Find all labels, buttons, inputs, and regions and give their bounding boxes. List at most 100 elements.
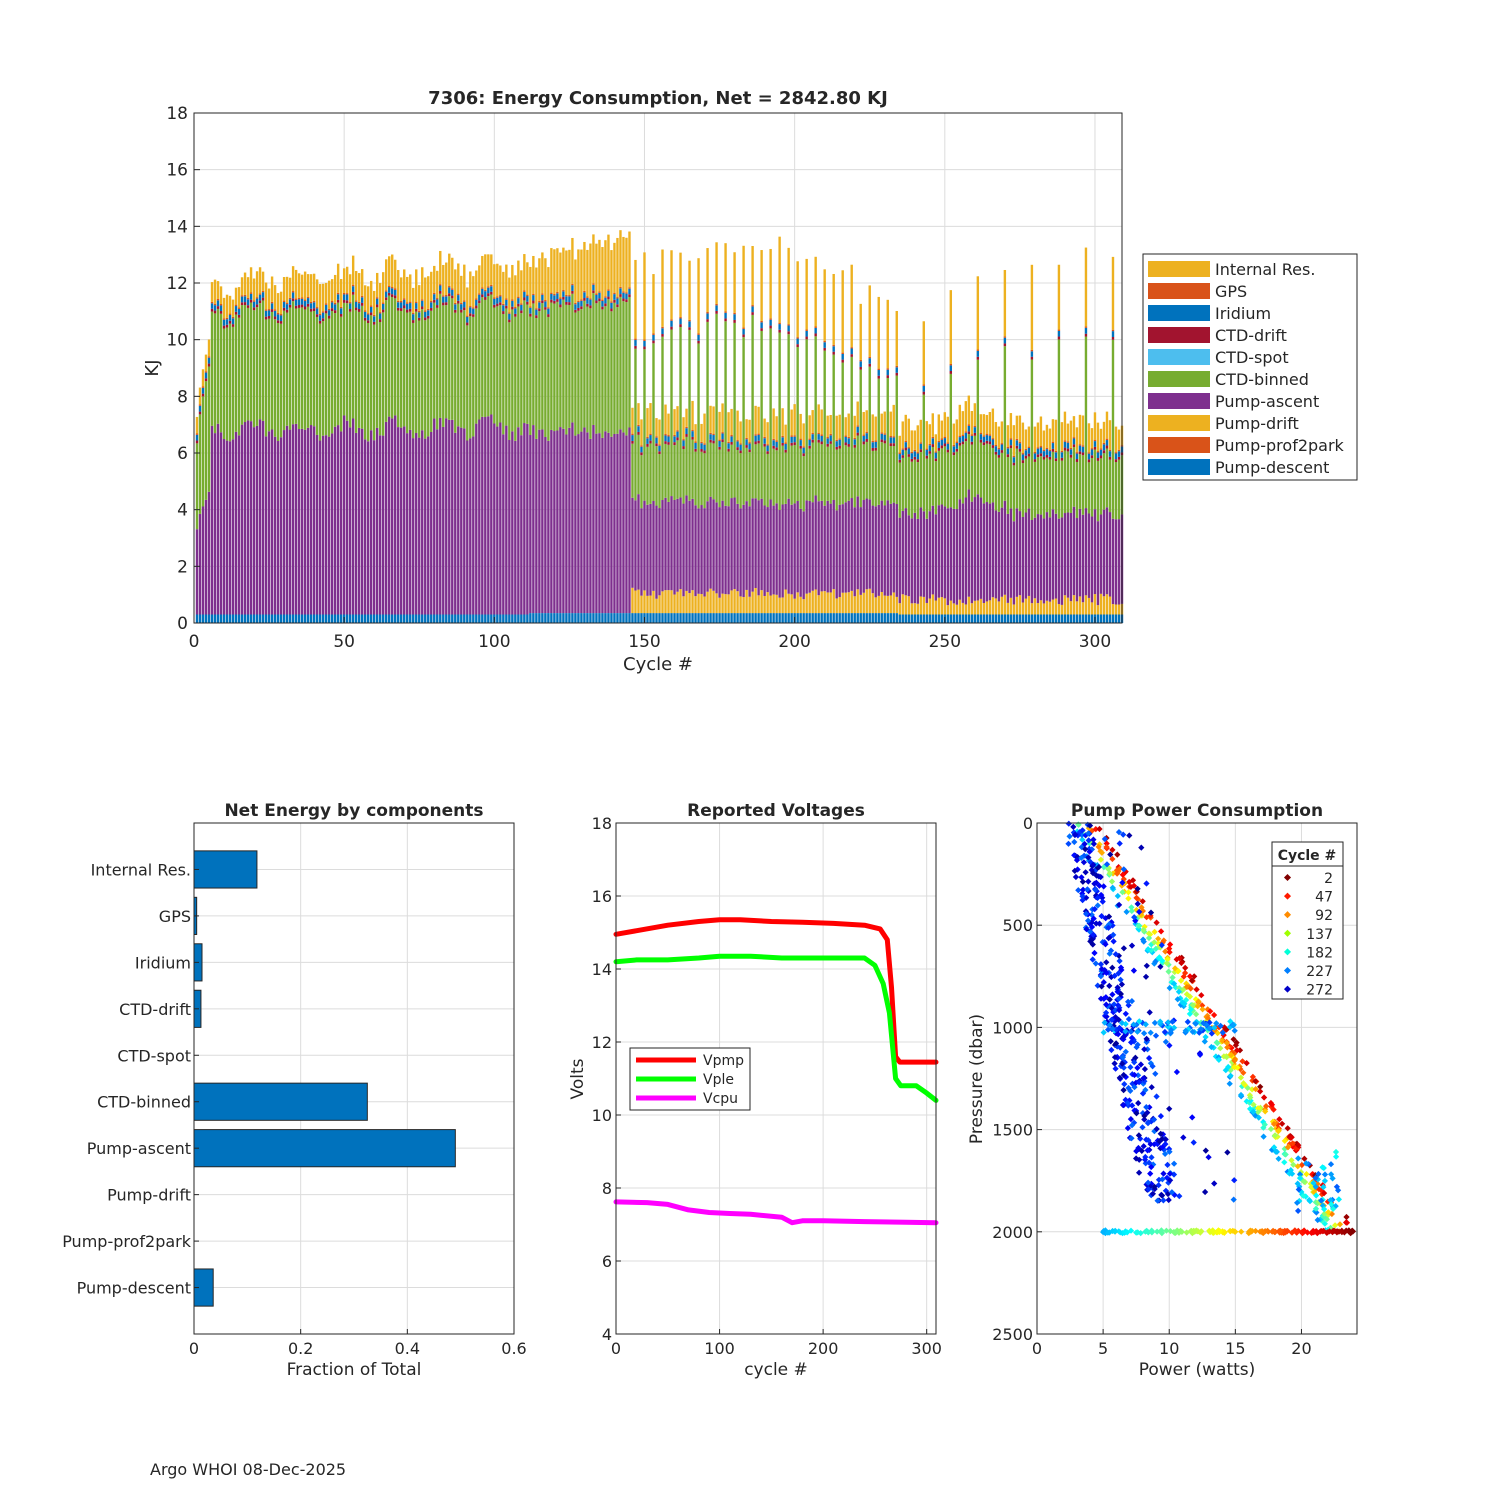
energy-bar-pump-descent: [541, 613, 544, 623]
pump-power-point: [1160, 1197, 1167, 1204]
energy-bar-ctd-drift: [955, 448, 959, 452]
energy-bar-pump-descent: [1033, 614, 1037, 623]
pump-power-ytick-label: 1500: [992, 1121, 1033, 1140]
energy-bar-ctd-drift: [910, 458, 913, 462]
energy-bar-ctd-drift: [661, 334, 664, 337]
energy-bar-pump-descent: [838, 613, 841, 623]
pump-power-point: [1079, 878, 1087, 885]
energy-bar-ctd-binned: [760, 330, 763, 499]
energy-bar-ctd-binned: [382, 312, 385, 436]
energy-bar-gps: [442, 295, 445, 297]
pump-power-point: [1294, 1180, 1301, 1187]
energy-bar-ctd-binned: [219, 313, 223, 433]
energy-bar-pump-drift: [847, 592, 850, 614]
voltages-plot-frame: [615, 822, 937, 1335]
energy-bar-pump-drift: [1018, 595, 1022, 615]
pump-power-point: [1320, 1205, 1328, 1213]
pump-power-point: [1126, 878, 1133, 886]
energy-bar-internal-res-: [676, 406, 679, 431]
legend-label-pump-ascent: Pump-ascent: [1215, 392, 1319, 411]
energy-bar-pump-drift: [745, 589, 748, 614]
pump-power-point: [1111, 1060, 1118, 1067]
energy-bar-ctd-drift: [1012, 462, 1016, 466]
energy-bar-iridium: [820, 435, 823, 442]
pump-power-point: [1143, 962, 1150, 969]
energy-bar-ctd-drift: [466, 322, 469, 326]
pump-power-point: [1176, 984, 1183, 992]
energy-bar-ctd-drift: [388, 292, 391, 296]
energy-bar-ctd-binned: [769, 328, 772, 500]
energy-bar-pump-drift: [844, 592, 847, 614]
energy-bar-gps: [859, 359, 862, 362]
energy-bar-pump-ascent: [607, 432, 610, 614]
energy-bar-ctd-drift: [934, 458, 937, 462]
energy-bar-pump-ascent: [958, 499, 962, 600]
energy-bar-iridium: [871, 442, 874, 448]
energy-bar-iridium: [670, 320, 673, 327]
energy-bar-iridium: [366, 314, 370, 321]
pump-power-point: [1110, 938, 1117, 945]
energy-bar-pump-ascent: [382, 435, 385, 615]
pump-power-point: [1270, 1120, 1278, 1128]
energy-bars: [195, 230, 1124, 623]
pump-power-point: [1079, 896, 1086, 904]
energy-bar-gps: [877, 368, 880, 371]
energy-bar-ctd-drift: [526, 301, 529, 305]
energy-bar-iridium: [730, 436, 733, 442]
energy-bar-ctd-binned: [637, 434, 640, 495]
energy-bar-gps: [673, 434, 676, 437]
energy-bar-ctd-drift: [772, 445, 775, 449]
energy-bar-gps: [342, 292, 346, 295]
energy-bar-ctd-binned: [538, 311, 541, 430]
energy-bar-gps: [712, 433, 715, 436]
energy-bar-ctd-binned: [282, 310, 286, 431]
components-category-label: CTD-binned: [97, 1093, 191, 1112]
energy-bar-internal-res-: [1099, 428, 1103, 449]
energy-bar-internal-res-: [589, 243, 592, 299]
pump-power-point: [1122, 1048, 1129, 1055]
energy-bar-gps: [829, 433, 832, 436]
energy-bar-iridium: [1066, 442, 1070, 449]
energy-bar-ctd-binned: [469, 316, 472, 439]
energy-bar-gps: [1051, 441, 1055, 444]
energy-bar-pump-ascent: [439, 417, 442, 615]
energy-bar-pump-descent: [664, 613, 667, 623]
energy-bar-iridium: [961, 436, 965, 442]
energy-bar-pump-drift: [799, 596, 802, 614]
energy-bar-iridium: [652, 334, 655, 341]
energy-bar-ctd-drift: [619, 294, 622, 297]
energy-bar-pump-ascent: [991, 502, 995, 598]
pump-power-point: [1107, 1038, 1114, 1045]
energy-bar-internal-res-: [877, 296, 880, 369]
energy-bar-ctd-binned: [967, 434, 971, 490]
energy-bar-ctd-binned: [583, 300, 586, 428]
energy-xlabel: Cycle #: [623, 654, 693, 675]
energy-bar-internal-res-: [309, 274, 313, 302]
energy-bar-pump-drift: [793, 598, 796, 614]
energy-bar-ctd-binned: [682, 448, 685, 504]
energy-bar-pump-ascent: [216, 423, 220, 615]
energy-bar-internal-res-: [820, 409, 823, 435]
energy-bar-ctd-drift: [351, 291, 355, 295]
energy-bar-pump-drift: [934, 600, 937, 615]
energy-bar-pump-drift: [853, 596, 856, 614]
energy-bar-ctd-drift: [907, 454, 910, 457]
energy-bar-ctd-drift: [496, 303, 499, 307]
energy-bar-ctd-drift: [225, 324, 229, 328]
energy-bar-iridium: [676, 431, 679, 438]
energy-bar-pump-descent: [862, 613, 865, 623]
energy-bar-gps: [204, 371, 208, 373]
energy-bar-internal-res-: [469, 271, 472, 307]
energy-bar-internal-res-: [318, 284, 322, 314]
energy-bar-ctd-binned: [303, 309, 307, 430]
energy-bar-internal-res-: [213, 279, 217, 304]
energy-bar-pump-descent: [895, 613, 898, 623]
energy-bar-pump-ascent: [721, 500, 724, 594]
energy-bar-iridium: [315, 308, 319, 315]
energy-bar-ctd-drift: [234, 311, 238, 315]
energy-bar-iridium: [424, 311, 427, 318]
energy-bar-pump-ascent: [210, 425, 214, 615]
energy-bar-gps: [655, 436, 658, 438]
energy-bar-pump-descent: [697, 613, 700, 623]
energy-bar-pump-drift: [970, 603, 974, 615]
